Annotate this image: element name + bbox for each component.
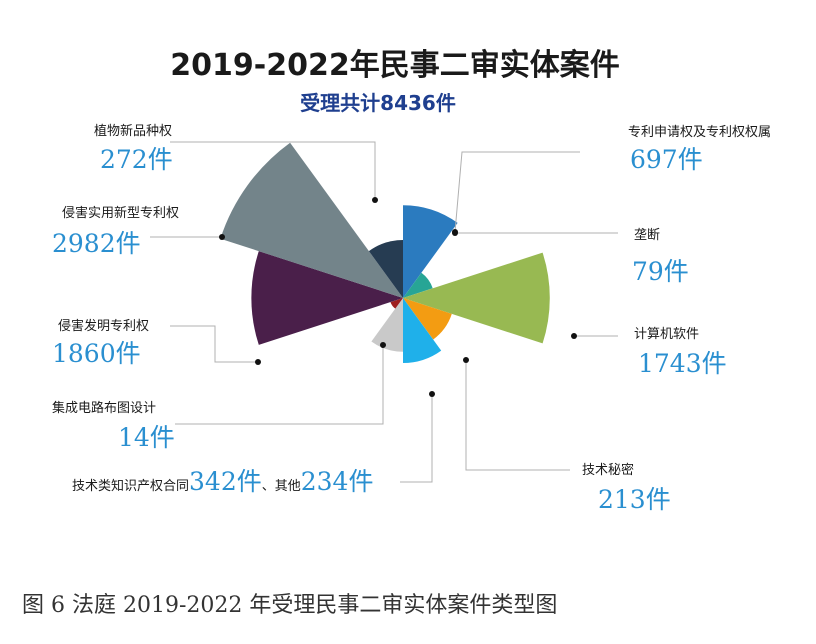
label-invention-patent: 侵害发明专利权: [58, 318, 149, 334]
slice-3: [403, 252, 550, 344]
label-contract: 技术类知识产权合同: [72, 478, 189, 494]
label-other: 、其他: [262, 479, 301, 494]
leader-dot-2: [452, 230, 458, 236]
leader-lines: [150, 141, 618, 483]
slice-6: [371, 298, 403, 352]
leader-dot-8: [219, 234, 225, 240]
value-invention-patent: 1860件: [52, 339, 141, 368]
leader-dot-7: [255, 359, 261, 365]
leader-dot-4: [463, 357, 469, 363]
slice-4: [403, 298, 452, 340]
leader-line-5: [400, 394, 433, 483]
label-utility-model: 侵害实用新型专利权: [62, 205, 179, 221]
slice-7: [390, 298, 403, 309]
leader-dot-9: [372, 197, 378, 203]
label-ic-layout: 集成电路布图设计: [52, 400, 156, 416]
figure-caption: 图 6 法庭 2019-2022 年受理民事二审实体案件类型图: [22, 593, 557, 618]
label-contract-other: 技术类知识产权合同342件、其他234件: [72, 467, 373, 496]
value-patent-ownership: 697件: [630, 145, 703, 174]
value-software: 1743件: [638, 349, 727, 378]
slice-10: [368, 240, 403, 298]
slice-9: [220, 142, 403, 298]
rose-slices: [220, 142, 550, 364]
label-patent-ownership: 专利申请权及专利权权属: [628, 124, 771, 140]
value-plant-variety: 272件: [100, 145, 173, 174]
value-other: 234件: [301, 467, 374, 496]
slice-2: [403, 272, 433, 298]
chart-title: 2019-2022年民事二审实体案件: [170, 48, 619, 83]
value-monopoly: 79件: [632, 257, 689, 286]
leader-line-7: [170, 325, 258, 363]
leader-dot-6: [380, 342, 386, 348]
leader-line-6: [175, 345, 384, 425]
slice-1: [403, 205, 458, 298]
leader-line-4: [465, 360, 570, 471]
slice-8: [251, 251, 403, 345]
value-utility-model: 2982件: [52, 229, 141, 258]
slice-5: [403, 298, 442, 364]
value-trade-secret: 213件: [598, 485, 671, 514]
value-ic-layout: 14件: [118, 423, 175, 452]
leader-line-9: [170, 141, 376, 200]
value-contract: 342件: [189, 467, 262, 496]
label-software: 计算机软件: [634, 327, 699, 342]
leader-dot-3: [571, 333, 577, 339]
chart-subtitle: 受理共计8436件: [300, 91, 456, 115]
label-trade-secret: 技术秘密: [582, 462, 634, 478]
label-monopoly: 垄断: [634, 228, 660, 243]
label-plant-variety: 植物新品种权: [94, 123, 172, 139]
leader-dot-5: [429, 391, 435, 397]
leader-line-1: [454, 151, 580, 233]
